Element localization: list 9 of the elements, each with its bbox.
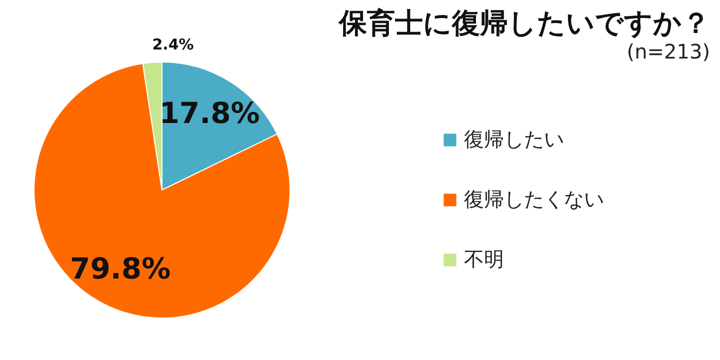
data-label: 79.8% bbox=[70, 251, 171, 286]
data-label: 17.8% bbox=[159, 96, 260, 130]
legend-label: 不明 bbox=[464, 247, 504, 271]
legend-label: 復帰したくない bbox=[464, 187, 604, 211]
pie-slice bbox=[34, 62, 290, 318]
text: (n=213) bbox=[626, 39, 710, 64]
data-label: 2.4% bbox=[152, 35, 194, 54]
chart-title: 保育士に復帰したいですか？ bbox=[338, 6, 710, 40]
legend-label: 復帰したい bbox=[464, 127, 564, 151]
